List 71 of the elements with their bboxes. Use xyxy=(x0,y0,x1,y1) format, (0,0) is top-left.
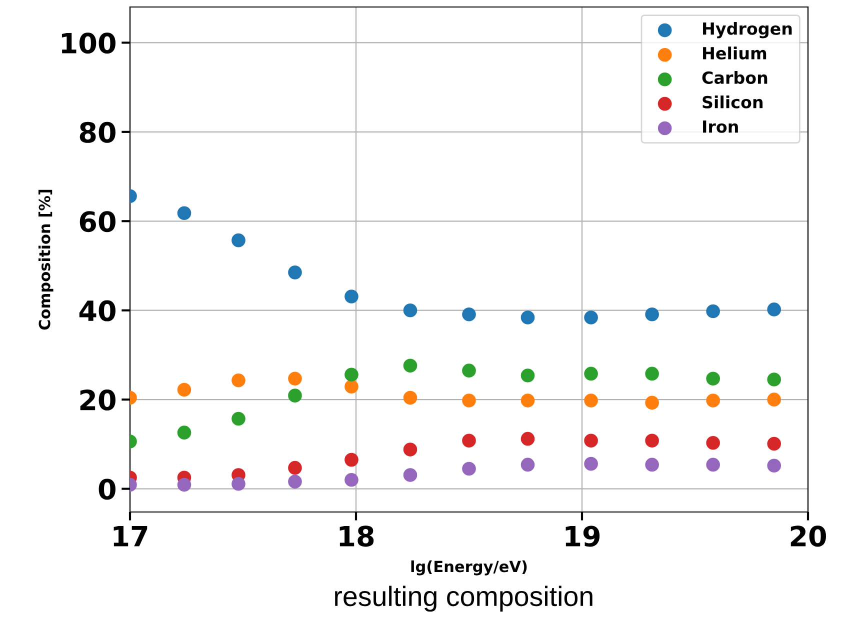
x-tick-label: 19 xyxy=(566,526,600,547)
point xyxy=(344,368,358,382)
point xyxy=(462,364,476,378)
point xyxy=(645,307,659,322)
point xyxy=(403,442,418,456)
y-tick-label: 100 xyxy=(62,32,116,54)
point xyxy=(584,434,598,448)
point xyxy=(520,432,535,446)
y-tick-label: 60 xyxy=(80,211,116,232)
point xyxy=(288,266,302,280)
point xyxy=(177,478,192,492)
point xyxy=(288,388,302,402)
point xyxy=(706,394,720,408)
point xyxy=(584,394,598,408)
point xyxy=(645,458,659,472)
point xyxy=(344,380,358,394)
point xyxy=(767,436,782,451)
point xyxy=(232,476,246,491)
point xyxy=(344,472,358,487)
point xyxy=(706,458,720,472)
point xyxy=(706,372,720,386)
point xyxy=(344,452,358,467)
point xyxy=(767,372,782,386)
point xyxy=(177,426,192,440)
legend-label: Helium xyxy=(703,46,766,60)
x-tick-label: 17 xyxy=(114,526,148,546)
point xyxy=(645,396,659,410)
point xyxy=(767,302,782,316)
point xyxy=(520,368,535,382)
point xyxy=(288,474,302,489)
y-tick-label: 0 xyxy=(98,478,116,500)
point xyxy=(767,458,782,473)
point xyxy=(288,460,302,475)
x-axis-title: lg(Energy/eV) xyxy=(411,560,527,576)
point xyxy=(520,458,535,472)
legend-label: Carbon xyxy=(702,71,768,84)
point xyxy=(403,358,418,373)
y-tick-label: 40 xyxy=(79,300,116,322)
legend-label: Silicon xyxy=(702,96,763,108)
y-axis-title: Composition [%] xyxy=(38,190,54,330)
point xyxy=(520,310,535,324)
point xyxy=(232,373,246,388)
y-tick-label: 20 xyxy=(80,390,116,411)
y-tick-label: 80 xyxy=(80,122,116,143)
point xyxy=(344,290,358,304)
x-tick-label: 18 xyxy=(340,526,374,547)
point xyxy=(288,372,302,386)
point xyxy=(403,303,418,318)
point xyxy=(403,468,418,482)
point xyxy=(706,304,720,318)
point xyxy=(767,392,782,406)
point xyxy=(645,434,659,448)
x-tick-label: 20 xyxy=(790,526,826,547)
point xyxy=(177,206,192,220)
point xyxy=(645,366,659,381)
point xyxy=(584,366,598,381)
point xyxy=(462,394,476,408)
point xyxy=(177,382,192,397)
point xyxy=(403,390,418,405)
legend-label: Iron xyxy=(703,120,738,133)
point xyxy=(584,456,598,471)
point xyxy=(462,462,476,476)
point xyxy=(584,310,598,324)
point xyxy=(232,412,246,426)
text: resulting composition xyxy=(335,586,592,612)
point xyxy=(706,436,720,450)
point xyxy=(462,434,476,448)
point xyxy=(462,307,476,322)
point xyxy=(520,394,535,408)
legend-label: Hydrogen xyxy=(703,22,792,38)
point xyxy=(232,233,246,248)
